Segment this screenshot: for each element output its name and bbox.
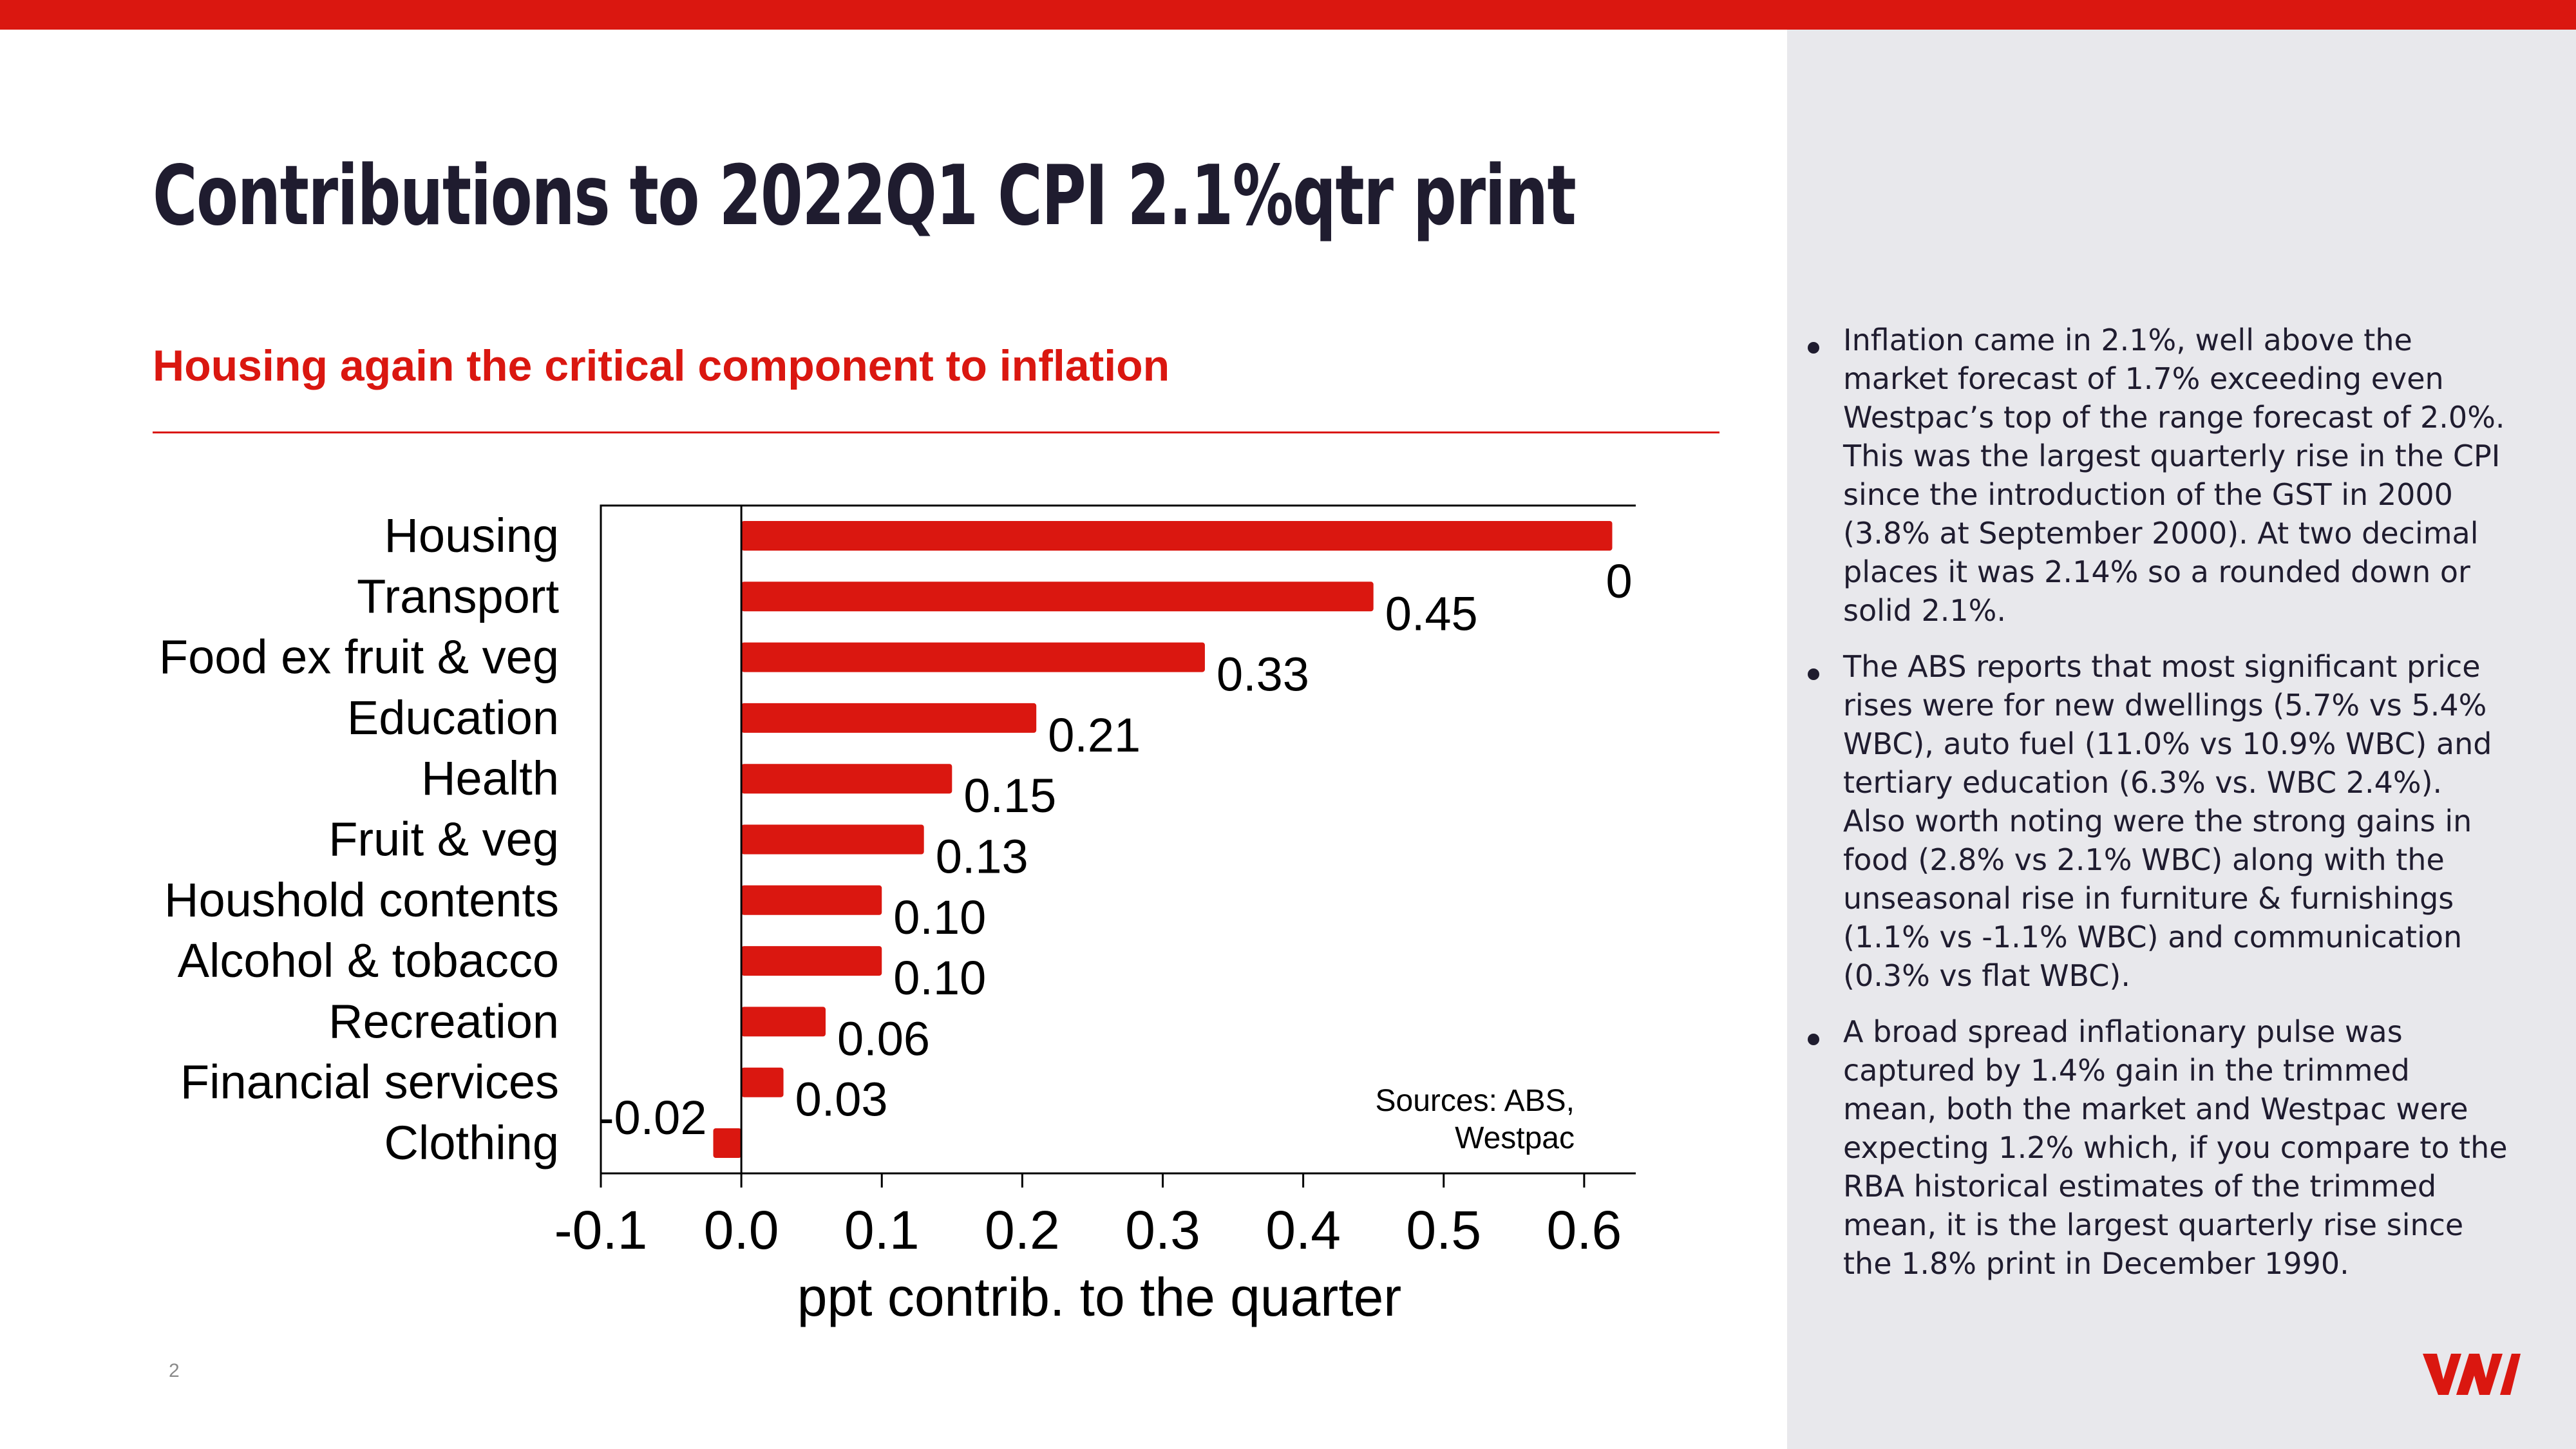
x-tick-label: 0.3 bbox=[1125, 1200, 1200, 1260]
bullet-dot-icon bbox=[1808, 342, 1819, 354]
bar-health bbox=[741, 764, 952, 794]
x-axis-title: ppt contrib. to the quarter bbox=[797, 1267, 1402, 1327]
category-label: Fruit & veg bbox=[328, 813, 559, 866]
bullet-dot-icon bbox=[1808, 668, 1819, 680]
category-label: Transport bbox=[357, 569, 559, 623]
x-tick-label: -0.1 bbox=[554, 1200, 648, 1260]
bar-housing bbox=[741, 521, 1613, 551]
bar-alcohol-tobacco bbox=[741, 946, 882, 976]
x-tick-label: 0.0 bbox=[704, 1200, 779, 1260]
cpi-contributions-chart: -0.10.00.10.20.30.40.50.60.7 HousingTran… bbox=[159, 504, 1636, 1327]
bar-fruit-veg bbox=[741, 824, 924, 855]
bullet-dot-icon bbox=[1808, 1034, 1819, 1045]
bar-education bbox=[741, 703, 1037, 733]
bar-value-label: 0.21 bbox=[1048, 708, 1141, 762]
bar-value-label: 0.03 bbox=[795, 1073, 888, 1126]
category-label: Financial services bbox=[180, 1056, 559, 1109]
source-note-line-1: Sources: ABS, bbox=[1376, 1084, 1575, 1118]
bar-value-label: 0.06 bbox=[837, 1012, 930, 1065]
bar-value-label: -0.02 bbox=[598, 1091, 707, 1144]
bar-transport bbox=[741, 582, 1374, 612]
chart-subtitle: Housing again the critical component to … bbox=[153, 341, 1170, 390]
source-note-line-2: Westpac bbox=[1455, 1121, 1575, 1155]
category-label: Houshold contents bbox=[164, 873, 559, 927]
bar-value-label: 0.62 bbox=[1606, 554, 1636, 608]
bullet-text: A broad spread inflationary pulse was ca… bbox=[1843, 1014, 2508, 1281]
x-tick-label: 0.2 bbox=[985, 1200, 1060, 1260]
bar-value-label: 0.33 bbox=[1217, 648, 1309, 701]
bar-value-label: 0.10 bbox=[893, 951, 986, 1005]
top-accent-bar bbox=[0, 0, 2576, 30]
category-label: Recreation bbox=[328, 994, 559, 1048]
commentary-bullet: The ABS reports that most significant pr… bbox=[1803, 647, 2512, 995]
bar-value-label: 0.15 bbox=[963, 769, 1056, 822]
page-title: Contributions to 2022Q1 CPI 2.1%qtr prin… bbox=[153, 148, 1577, 244]
bullet-text: The ABS reports that most significant pr… bbox=[1843, 649, 2492, 993]
category-label: Clothing bbox=[384, 1116, 559, 1170]
bar-financial-services bbox=[741, 1067, 784, 1097]
commentary-bullet: A broad spread inflationary pulse was ca… bbox=[1803, 1012, 2512, 1283]
x-tick-label: 0.4 bbox=[1265, 1200, 1341, 1260]
commentary-bullets: Inflation came in 2.1%, well above the m… bbox=[1803, 321, 2512, 1300]
westpac-w-logo-icon bbox=[2423, 1354, 2521, 1395]
x-tick-label: 0.6 bbox=[1546, 1200, 1622, 1260]
bar-value-label: 0.13 bbox=[936, 830, 1028, 884]
x-tick-label: 0.5 bbox=[1406, 1200, 1481, 1260]
bullet-text: Inflation came in 2.1%, well above the m… bbox=[1843, 323, 2505, 628]
bar-houshold-contents bbox=[741, 885, 882, 915]
category-label: Alcohol & tobacco bbox=[178, 934, 559, 987]
x-tick-label: 0.1 bbox=[844, 1200, 920, 1260]
category-label: Food ex fruit & veg bbox=[159, 630, 559, 684]
category-label: Education bbox=[347, 691, 559, 744]
bar-food-ex-fruit-veg bbox=[741, 642, 1205, 672]
category-label: Health bbox=[421, 752, 559, 805]
bar-clothing bbox=[713, 1128, 742, 1158]
commentary-panel bbox=[1787, 30, 2576, 1449]
page-number: 2 bbox=[169, 1360, 180, 1381]
commentary-bullet: Inflation came in 2.1%, well above the m… bbox=[1803, 321, 2512, 630]
bar-value-label: 0.45 bbox=[1385, 587, 1478, 640]
category-label: Housing bbox=[384, 509, 559, 562]
subtitle-divider bbox=[153, 431, 1719, 433]
bar-recreation bbox=[741, 1007, 826, 1037]
bar-value-label: 0.10 bbox=[893, 891, 986, 944]
